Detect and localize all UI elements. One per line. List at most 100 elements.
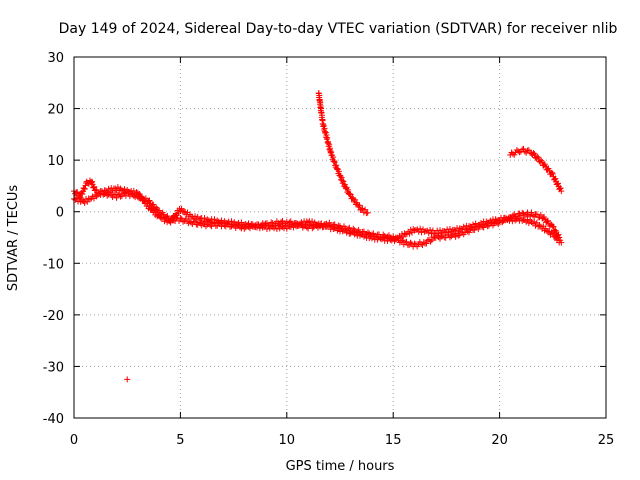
data-point-track-3 xyxy=(331,159,338,166)
data-point-track-2 xyxy=(524,216,531,223)
data-point-track-2 xyxy=(309,218,316,225)
data-point-track-2 xyxy=(130,187,137,194)
y-tick-label: -20 xyxy=(43,309,64,324)
data-point-track-2 xyxy=(229,221,236,228)
data-point-track-2 xyxy=(532,222,539,229)
data-point-track-4 xyxy=(531,150,538,157)
data-point-track-2 xyxy=(488,219,495,226)
data-point-track-4 xyxy=(557,185,564,192)
data-point-track-1 xyxy=(81,185,88,192)
data-point-track-2 xyxy=(218,217,225,224)
data-point-track-1 xyxy=(198,222,205,229)
x-tick-label: 5 xyxy=(176,433,184,448)
data-point-track-2 xyxy=(138,193,145,200)
data-point-track-1 xyxy=(466,229,473,236)
data-point-track-2 xyxy=(106,188,113,195)
data-point-track-2 xyxy=(427,226,434,233)
data-point-track-4 xyxy=(509,150,516,157)
data-point-track-2 xyxy=(323,223,330,230)
chart-title: Day 149 of 2024, Sidereal Day-to-day VTE… xyxy=(59,21,618,37)
data-point-track-2 xyxy=(418,229,425,236)
data-point-track-2 xyxy=(334,227,341,234)
data-point-track-2 xyxy=(299,222,306,229)
data-point-track-2 xyxy=(356,232,363,239)
data-point-track-1 xyxy=(411,240,418,247)
data-point-track-2 xyxy=(81,200,88,207)
data-point-track-1 xyxy=(113,194,120,201)
data-point-track-1 xyxy=(89,178,96,185)
data-point-track-2 xyxy=(78,196,85,203)
data-point-track-3 xyxy=(330,154,337,161)
data-point-track-1 xyxy=(360,228,367,235)
data-point-track-2 xyxy=(536,222,543,229)
data-point-track-2 xyxy=(460,223,467,230)
y-tick-label: 20 xyxy=(47,103,64,118)
data-point-track-4 xyxy=(558,188,565,195)
data-point-track-2 xyxy=(269,223,276,230)
x-tick-label: 10 xyxy=(279,433,296,448)
data-point-track-1 xyxy=(430,234,437,241)
data-point-track-4 xyxy=(521,148,528,155)
data-point-track-2 xyxy=(411,227,418,234)
data-point-track-2 xyxy=(343,229,350,236)
data-point-track-1 xyxy=(533,211,540,218)
data-point-track-2 xyxy=(406,230,413,237)
data-point-track-2 xyxy=(558,239,565,246)
data-point-track-3 xyxy=(341,181,348,188)
y-tick-label: -10 xyxy=(43,257,64,272)
data-point-track-2 xyxy=(279,223,286,230)
axis-ticks: 0 5 10 15 20 25 -40 -30 -20 -10 0 10 20 30 xyxy=(43,51,615,448)
data-point-track-2 xyxy=(483,218,490,225)
data-point-track-1 xyxy=(420,239,427,246)
data-point-track-2 xyxy=(479,222,486,229)
data-point-track-4 xyxy=(530,150,537,156)
data-point-track-2 xyxy=(445,229,452,236)
data-point-track-2 xyxy=(219,220,226,227)
data-point-track-2 xyxy=(462,226,469,233)
data-point-track-1 xyxy=(403,238,410,245)
data-point-track-2 xyxy=(294,220,301,227)
data-point-track-1 xyxy=(177,214,184,221)
data-point-track-3 xyxy=(331,158,338,165)
data-point-track-1 xyxy=(528,209,535,216)
data-point-track-4 xyxy=(511,151,518,158)
data-point-track-1 xyxy=(541,213,548,220)
y-axis-label: SDTVAR / TECUs xyxy=(6,185,21,292)
data-point-track-2 xyxy=(352,229,359,236)
data-point-track-3 xyxy=(364,209,371,216)
data-point-track-1 xyxy=(537,211,544,218)
data-point-track-1 xyxy=(544,217,551,224)
data-point-track-2 xyxy=(347,230,354,237)
data-point-track-2 xyxy=(254,224,261,231)
data-point-track-1 xyxy=(146,197,153,204)
data-point-track-1 xyxy=(529,212,536,219)
data-point-track-2 xyxy=(146,202,153,209)
data-point-track-2 xyxy=(118,186,125,193)
data-point-track-1 xyxy=(78,189,85,196)
data-point-track-2 xyxy=(549,230,556,237)
data-point-track-1 xyxy=(117,193,124,200)
data-point-track-2 xyxy=(100,191,107,198)
data-point-track-2 xyxy=(377,235,384,242)
data-point-track-2 xyxy=(205,217,212,224)
data-point-track-2 xyxy=(93,193,100,200)
data-point-track-2 xyxy=(415,228,422,235)
data-point-track-2 xyxy=(273,225,280,232)
data-point-track-2 xyxy=(402,231,409,238)
data-point-track-2 xyxy=(133,189,140,196)
data-point-track-2 xyxy=(307,221,314,228)
data-point-track-2 xyxy=(437,227,444,234)
data-point-track-1 xyxy=(452,233,459,240)
data-point-track-3 xyxy=(345,186,352,193)
data-point-track-2 xyxy=(192,213,199,220)
data-point-track-3 xyxy=(362,206,369,213)
data-point-track-1 xyxy=(93,186,100,193)
data-point-track-4 xyxy=(535,154,542,161)
data-point-track-1 xyxy=(91,183,98,190)
data-point-track-2 xyxy=(513,216,520,223)
data-point-track-2 xyxy=(509,218,516,225)
data-point-track-4 xyxy=(534,153,541,160)
y-tick-label: 0 xyxy=(56,206,64,221)
data-point-track-2 xyxy=(249,223,256,230)
